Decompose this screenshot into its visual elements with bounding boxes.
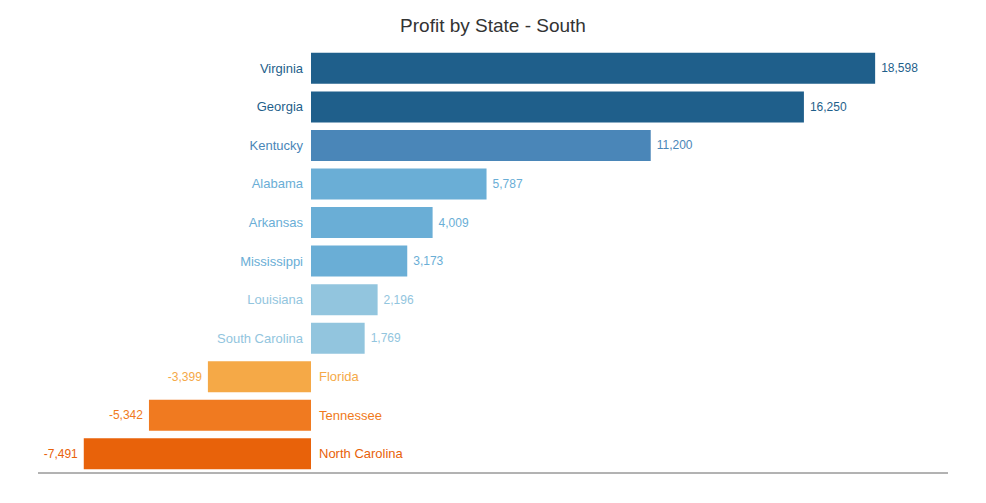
html-text:Profit by State - South: Profit by State - South [400, 15, 586, 36]
svg-text:5,787: 5,787 [493, 177, 523, 191]
svg-text:18,598: 18,598 [881, 61, 918, 75]
svg-text:Georgia: Georgia [257, 99, 304, 114]
svg-text:1,769: 1,769 [371, 331, 401, 345]
svg-text:-3,399: -3,399 [168, 370, 202, 384]
svg-text:Tennessee: Tennessee [319, 408, 382, 423]
svg-text:3,173: 3,173 [413, 254, 443, 268]
svg-text:Kentucky: Kentucky [250, 138, 304, 153]
svg-text:2,196: 2,196 [384, 293, 414, 307]
svg-text:Florida: Florida [319, 369, 360, 384]
svg-text:Mississippi: Mississippi [240, 254, 303, 269]
svg-text:-7,491: -7,491 [44, 447, 78, 461]
svg-text:11,200: 11,200 [657, 138, 693, 152]
svg-text:North Carolina: North Carolina [319, 446, 404, 461]
svg-text:4,009: 4,009 [439, 216, 469, 230]
svg-text:-5,342: -5,342 [109, 408, 143, 422]
svg-text:Arkansas: Arkansas [249, 215, 304, 230]
svg-text:South Carolina: South Carolina [217, 331, 304, 346]
svg-text:Alabama: Alabama [252, 176, 304, 191]
svg-text:Virginia: Virginia [260, 61, 304, 76]
svg-text:16,250: 16,250 [810, 100, 847, 114]
svg-text:Louisiana: Louisiana [247, 292, 303, 307]
